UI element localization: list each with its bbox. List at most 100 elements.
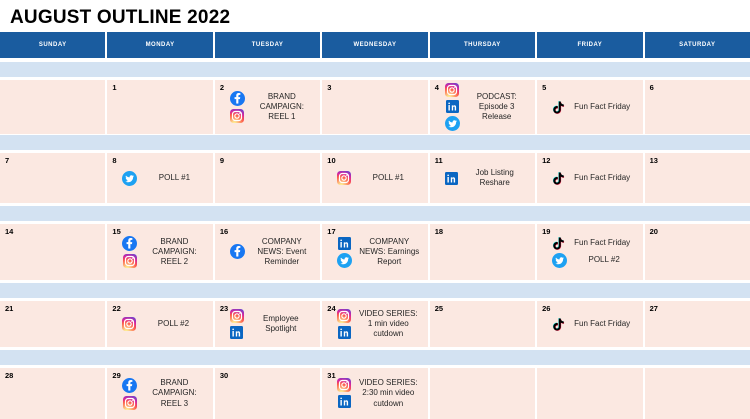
day-number: 15 <box>112 227 121 236</box>
day-events <box>0 301 105 347</box>
event-icon-stack <box>444 171 458 185</box>
day-cell-21: 21 <box>0 301 106 347</box>
linkedin-icon <box>445 100 459 113</box>
day-cell-11: 11 Job Listing Reshare <box>429 153 536 203</box>
calendar-event: POLL #1 <box>337 171 425 185</box>
day-cell-2: 2 BRAND CAMPAIGN: REEL 1 <box>214 80 321 134</box>
day-number: 17 <box>327 227 336 236</box>
day-number: 10 <box>327 156 336 165</box>
day-cell-1: 1 <box>107 80 213 134</box>
day-number: 3 <box>327 83 332 92</box>
event-icon-stack <box>444 83 460 131</box>
day-cell-24: 24 VIDEO SERIES: 1 min video cutdown <box>322 301 428 347</box>
calendar-event: Job Listing Reshare <box>444 167 533 188</box>
day-number: 20 <box>649 227 658 236</box>
day-cell-empty <box>537 368 643 419</box>
page-title: AUGUST OUTLINE 2022 <box>10 7 231 28</box>
day-events <box>645 368 750 419</box>
day-number: 1 <box>112 83 117 92</box>
week-row-3: 14 15 BRAND CAMPAIGN: REEL 2 16 COMPANY NEWS… <box>0 224 750 280</box>
day-number: 5 <box>542 83 547 92</box>
event-label: Fun Fact Friday <box>574 237 631 247</box>
day-cell-13: 13 <box>644 153 750 203</box>
calendar-event: BRAND CAMPAIGN: REEL 3 <box>122 377 210 410</box>
row-separator-band <box>0 350 750 365</box>
linkedin-icon <box>230 326 244 339</box>
linkedin-icon <box>338 236 352 250</box>
day-events <box>0 153 105 203</box>
day-events: BRAND CAMPAIGN: REEL 1 <box>215 80 320 134</box>
twitter-icon <box>552 252 568 268</box>
day-number: 19 <box>542 227 551 236</box>
day-events: COMPANY NEWS: Event Reminder <box>215 224 320 280</box>
day-cell-22: 22 POLL #2 <box>107 301 213 347</box>
event-label: BRAND CAMPAIGN: REEL 2 <box>152 236 197 267</box>
day-events <box>645 153 750 203</box>
day-number: 24 <box>327 304 336 313</box>
day-number: 31 <box>327 371 336 380</box>
calendar-body: 1 2 BRAND CAMPAIGN: REEL 1 3 4 PODCAST: Episo… <box>0 62 750 419</box>
event-icon-stack <box>122 377 138 410</box>
instagram-icon <box>122 395 137 410</box>
calendar-event: BRAND CAMPAIGN: REEL 1 <box>229 91 318 123</box>
day-cell-25: 25 <box>429 301 536 347</box>
day-number: 7 <box>5 156 10 165</box>
day-cell-12: 12 Fun Fact Friday <box>537 153 643 203</box>
day-number: 12 <box>542 156 551 165</box>
day-cell-8: 8 POLL #1 <box>107 153 213 203</box>
facebook-icon <box>229 244 245 260</box>
day-events: POLL #1 <box>322 153 427 203</box>
day-events: Fun Fact Friday <box>537 80 642 134</box>
day-cell-28: 28 <box>0 368 106 419</box>
day-number: 21 <box>5 304 14 313</box>
day-events: BRAND CAMPAIGN: REEL 3 <box>107 368 212 419</box>
week-row-4: 21 22 POLL #2 23 Employee Spotlight 24 VIDEO S… <box>0 301 750 347</box>
event-icon-stack <box>552 317 565 331</box>
day-events: VIDEO SERIES: 1 min video cutdown <box>322 301 427 347</box>
day-number: 26 <box>542 304 551 313</box>
event-label: VIDEO SERIES: 2:30 min video cutdown <box>358 378 418 408</box>
twitter-icon <box>122 170 138 186</box>
day-cell-7: 7 <box>0 153 106 203</box>
day-number: 4 <box>434 83 439 92</box>
calendar-event: Fun Fact Friday <box>552 317 640 331</box>
weekday-header-friday: FRIDAY <box>537 32 643 58</box>
day-cell-19: 19 Fun Fact Friday POLL #2 <box>537 224 643 280</box>
day-cell-empty <box>0 80 106 134</box>
linkedin-icon <box>337 395 351 409</box>
instagram-icon <box>122 317 137 331</box>
day-events: POLL #1 <box>107 153 212 203</box>
event-label: POLL #2 <box>157 318 190 328</box>
twitter-icon <box>337 252 353 268</box>
day-events: POLL #2 <box>107 301 212 347</box>
calendar-event: POLL #1 <box>122 170 210 186</box>
day-cell-26: 26 Fun Fact Friday <box>537 301 643 347</box>
day-number: 22 <box>112 304 121 313</box>
event-label: COMPANY NEWS: Event Reminder <box>257 236 307 267</box>
day-cell-20: 20 <box>644 224 750 280</box>
weekday-header-thursday: THURSDAY <box>429 32 536 58</box>
event-label: POLL #2 <box>588 254 620 264</box>
day-cell-17: 17 COMPANY NEWS: Earnings Report <box>322 224 428 280</box>
day-events <box>430 224 535 280</box>
event-icon-stack <box>122 236 138 268</box>
day-events: Job Listing Reshare <box>430 153 535 203</box>
day-cell-31: 31 VIDEO SERIES: 2:30 min video cutdown <box>322 368 428 419</box>
day-events: Fun Fact Friday <box>537 301 642 347</box>
calendar-event: Fun Fact Friday <box>552 171 640 185</box>
day-cell-5: 5 Fun Fact Friday <box>537 80 643 134</box>
linkedin-icon <box>444 171 458 185</box>
weekday-header-monday: MONDAY <box>107 32 213 58</box>
event-icon-stack <box>229 309 244 339</box>
day-cell-16: 16 COMPANY NEWS: Event Reminder <box>214 224 321 280</box>
event-label: BRAND CAMPAIGN: REEL 1 <box>259 91 304 122</box>
row-separator-band <box>0 135 750 150</box>
day-number: 30 <box>219 371 229 380</box>
calendar-event: PODCAST: Episode 3 Release <box>444 83 533 131</box>
calendar-event: Fun Fact Friday <box>552 100 640 114</box>
day-cell-27: 27 <box>644 301 750 347</box>
row-separator-band <box>0 283 750 298</box>
event-label: VIDEO SERIES: 1 min video cutdown <box>358 308 418 339</box>
instagram-icon <box>337 308 352 323</box>
event-label: Job Listing Reshare <box>475 167 514 187</box>
